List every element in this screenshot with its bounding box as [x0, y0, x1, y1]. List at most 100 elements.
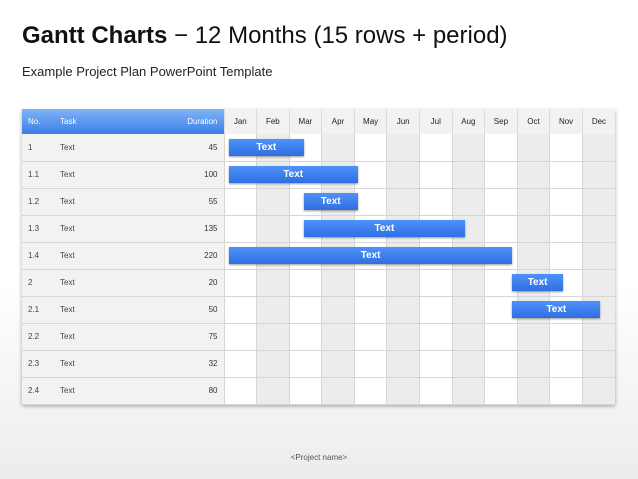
month-cell: [549, 269, 583, 297]
month-cell: [386, 161, 420, 189]
row-task: Text: [54, 377, 169, 405]
month-cell: [581, 323, 615, 351]
header-month: Aug: [451, 109, 485, 134]
header-month: Feb: [256, 109, 290, 134]
month-cell: [484, 377, 518, 405]
month-cell: [581, 134, 615, 162]
gantt-chart: No. Task Duration Jan Feb Mar Apr May Ju…: [22, 109, 615, 405]
month-cell: [451, 134, 485, 162]
month-cell: [581, 161, 615, 189]
month-cell: [353, 296, 387, 324]
month-cell: [353, 161, 387, 189]
header-month: Sep: [484, 109, 518, 134]
month-cell: [549, 323, 583, 351]
month-cell: [288, 188, 322, 216]
month-cell: [484, 323, 518, 351]
month-cell: [321, 215, 355, 243]
month-cell: [516, 134, 550, 162]
row-task: Text: [54, 323, 169, 351]
month-cell: [288, 161, 322, 189]
month-cell: [386, 134, 420, 162]
table-row: 1 Text 45: [22, 134, 615, 162]
month-cell: [484, 134, 518, 162]
month-cell: [451, 323, 485, 351]
month-cell: [321, 350, 355, 378]
month-cell: [353, 269, 387, 297]
month-cell: [516, 242, 550, 270]
month-cell: [223, 296, 257, 324]
month-cell: [484, 269, 518, 297]
month-cell: [288, 296, 322, 324]
header-month: Nov: [549, 109, 583, 134]
month-cell: [386, 323, 420, 351]
row-duration: 45: [169, 134, 224, 162]
month-cell: [451, 350, 485, 378]
row-duration: 220: [169, 242, 224, 270]
month-cell: [353, 188, 387, 216]
table-row: 1.1 Text 100: [22, 161, 615, 189]
month-cell: [418, 188, 453, 216]
month-cell: [451, 377, 485, 405]
month-cell: [451, 161, 485, 189]
header-month: May: [353, 109, 387, 134]
row-task: Text: [54, 269, 169, 297]
month-cell: [581, 296, 615, 324]
month-cell: [418, 269, 453, 297]
month-cell: [223, 188, 257, 216]
month-cell: [321, 377, 355, 405]
month-cell: [386, 350, 420, 378]
month-cell: [256, 296, 290, 324]
row-number: 1: [22, 134, 54, 162]
month-cell: [549, 161, 583, 189]
month-cell: [581, 188, 615, 216]
footer-project-name: <Project name>: [290, 453, 348, 462]
month-cell: [516, 350, 550, 378]
month-cell: [418, 350, 453, 378]
month-cell: [516, 161, 550, 189]
table-row: 1.4 Text 220: [22, 242, 615, 270]
month-cell: [321, 323, 355, 351]
row-task: Text: [54, 134, 169, 162]
row-duration: 80: [169, 377, 224, 405]
month-cell: [549, 134, 583, 162]
month-cell: [549, 188, 583, 216]
month-cell: [549, 296, 583, 324]
row-number: 1.3: [22, 215, 54, 243]
month-cell: [288, 269, 322, 297]
month-cell: [418, 323, 453, 351]
month-cell: [581, 269, 615, 297]
table-row: 1.3 Text 135: [22, 215, 615, 243]
row-number: 2.1: [22, 296, 54, 324]
month-cell: [288, 323, 322, 351]
month-cell: [353, 377, 387, 405]
month-cell: [321, 296, 355, 324]
month-cell: [223, 350, 257, 378]
month-cell: [418, 134, 453, 162]
month-cell: [223, 323, 257, 351]
table-row: 2.4 Text 80: [22, 377, 615, 405]
header-month: Jun: [386, 109, 420, 134]
page-subtitle: Example Project Plan PowerPoint Template: [22, 64, 273, 79]
month-cell: [451, 296, 485, 324]
month-cell: [386, 269, 420, 297]
row-duration: 75: [169, 323, 224, 351]
month-cell: [353, 323, 387, 351]
month-cell: [516, 377, 550, 405]
row-number: 1.4: [22, 242, 54, 270]
page-title: Gantt Charts − 12 Months (15 rows + peri…: [22, 22, 508, 50]
month-cell: [288, 350, 322, 378]
month-cell: [223, 161, 257, 189]
month-cell: [223, 215, 257, 243]
month-cell: [484, 296, 518, 324]
row-task: Text: [54, 215, 169, 243]
month-cell: [256, 188, 290, 216]
month-cell: [223, 134, 257, 162]
month-cell: [321, 188, 355, 216]
month-cell: [549, 242, 583, 270]
row-task: Text: [54, 296, 169, 324]
month-cell: [386, 377, 420, 405]
title-rest: − 12 Months (15 rows + period): [167, 22, 508, 49]
month-cell: [386, 188, 420, 216]
month-cell: [516, 296, 550, 324]
table-row: 2.2 Text 75: [22, 323, 615, 351]
